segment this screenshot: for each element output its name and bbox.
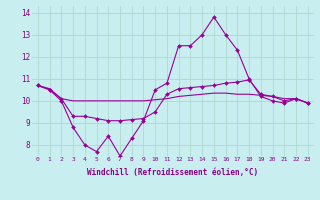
X-axis label: Windchill (Refroidissement éolien,°C): Windchill (Refroidissement éolien,°C) — [87, 168, 258, 177]
